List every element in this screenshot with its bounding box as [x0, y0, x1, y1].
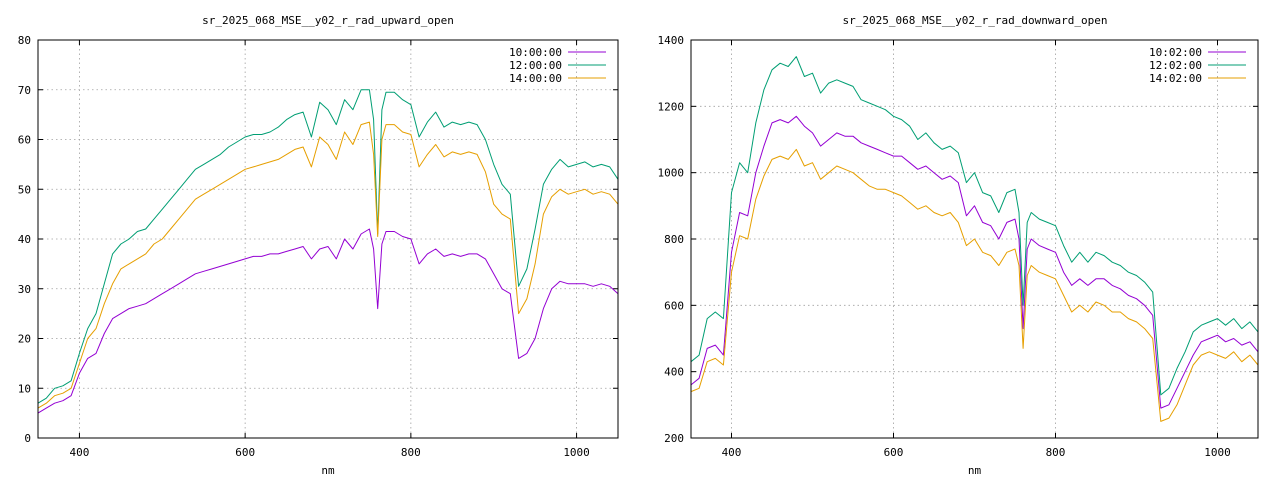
series-line-10-02-00 — [690, 115, 1259, 409]
chart-panel-2: sr_2025_068_MSE__y02_r_rad_downward_open… — [658, 14, 1259, 477]
series-line-10-00-00 — [37, 228, 619, 414]
plot-frame — [37, 39, 619, 439]
legend-label: 12:00:00 — [509, 59, 562, 72]
series-line-12-02-00 — [690, 56, 1259, 396]
y-tick-label: 600 — [664, 299, 684, 312]
x-tick-label: 1000 — [1204, 446, 1231, 459]
y-tick-label: 0 — [24, 432, 31, 445]
chart-panel-1: sr_2025_068_MSE__y02_r_rad_upward_open 0 1… — [18, 14, 619, 477]
plot-frame — [690, 39, 1259, 439]
x-tick-label: 1000 — [563, 446, 590, 459]
y-tick-label: 1200 — [658, 100, 685, 113]
series-line-14-02-00 — [690, 148, 1259, 422]
y-tick-label: 800 — [664, 233, 684, 246]
y-tick-label: 1000 — [658, 167, 685, 180]
y-tick-label: 80 — [18, 34, 31, 47]
legend-label: 14:00:00 — [509, 72, 562, 85]
y-tick-label: 60 — [18, 134, 31, 147]
x-tick-label: 800 — [401, 446, 421, 459]
y-tick-label: 40 — [18, 233, 31, 246]
series-line-12-00-00 — [37, 89, 619, 404]
y-tick-label: 1400 — [658, 34, 685, 47]
x-tick-label: 400 — [722, 446, 742, 459]
series-line-14-00-00 — [37, 121, 619, 409]
x-axis-label: nm — [321, 464, 335, 477]
chart-title: sr_2025_068_MSE__y02_r_rad_upward_open — [202, 14, 454, 27]
y-tick-label: 50 — [18, 183, 31, 196]
y-tick-label: 70 — [18, 84, 31, 97]
legend-label: 10:00:00 — [509, 46, 562, 59]
y-tick-label: 30 — [18, 283, 31, 296]
x-axis-label: nm — [968, 464, 982, 477]
x-tick-label: 400 — [69, 446, 89, 459]
legend-label: 14:02:00 — [1149, 72, 1202, 85]
x-tick-label: 800 — [1046, 446, 1066, 459]
legend-label: 10:02:00 — [1149, 46, 1202, 59]
y-tick-label: 400 — [664, 366, 684, 379]
y-tick-label: 200 — [664, 432, 684, 445]
x-tick-label: 600 — [235, 446, 255, 459]
chart-title: sr_2025_068_MSE__y02_r_rad_downward_open — [843, 14, 1108, 27]
y-tick-label: 20 — [18, 333, 31, 346]
x-tick-label: 600 — [884, 446, 904, 459]
legend-label: 12:02:00 — [1149, 59, 1202, 72]
y-tick-label: 10 — [18, 382, 31, 395]
